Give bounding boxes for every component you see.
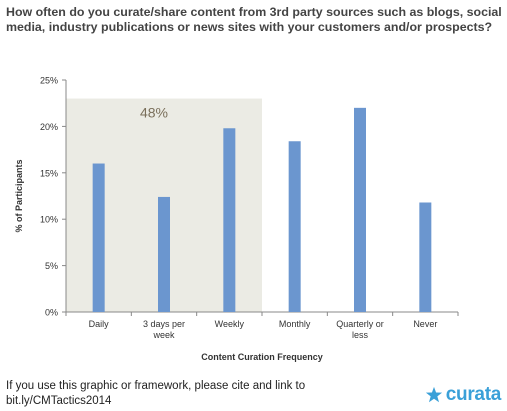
bar bbox=[92, 163, 105, 312]
x-tick-label: Quarterly or bbox=[336, 319, 384, 329]
curata-logo: curata bbox=[425, 384, 501, 406]
bar bbox=[288, 141, 301, 312]
x-tick-label: week bbox=[152, 330, 175, 340]
bar bbox=[354, 107, 366, 312]
citation-note: If you use this graphic or framework, pl… bbox=[6, 380, 306, 407]
highlight-label: 48% bbox=[140, 105, 168, 121]
x-tick-label: Never bbox=[413, 319, 437, 329]
y-tick-label: 10% bbox=[40, 215, 58, 225]
x-axis-title: Content Curation Frequency bbox=[201, 352, 323, 362]
x-tick-label: 3 days per bbox=[143, 319, 185, 329]
y-tick-label: 25% bbox=[40, 76, 58, 86]
chart-title: How often do you curate/share content fr… bbox=[6, 5, 502, 34]
bar bbox=[223, 128, 236, 312]
logo-text: curata bbox=[445, 384, 502, 405]
chart-area: 48% 0% 5% 10% 15% 20% 25% Daily 3 days per week We… bbox=[0, 70, 507, 375]
y-tick-label: 20% bbox=[40, 122, 58, 132]
y-tick-label: 0% bbox=[45, 308, 58, 318]
x-tick-label: Daily bbox=[89, 319, 110, 329]
bar bbox=[158, 196, 170, 312]
x-tick-label: less bbox=[352, 330, 369, 340]
y-tick-label: 5% bbox=[45, 261, 58, 271]
star-icon bbox=[425, 386, 442, 403]
y-tick-label: 15% bbox=[40, 168, 58, 178]
y-axis-title: % of Participants bbox=[14, 159, 24, 232]
x-tick-label: Weekly bbox=[215, 319, 245, 329]
bar bbox=[419, 202, 432, 312]
x-tick-label: Monthly bbox=[279, 319, 311, 329]
